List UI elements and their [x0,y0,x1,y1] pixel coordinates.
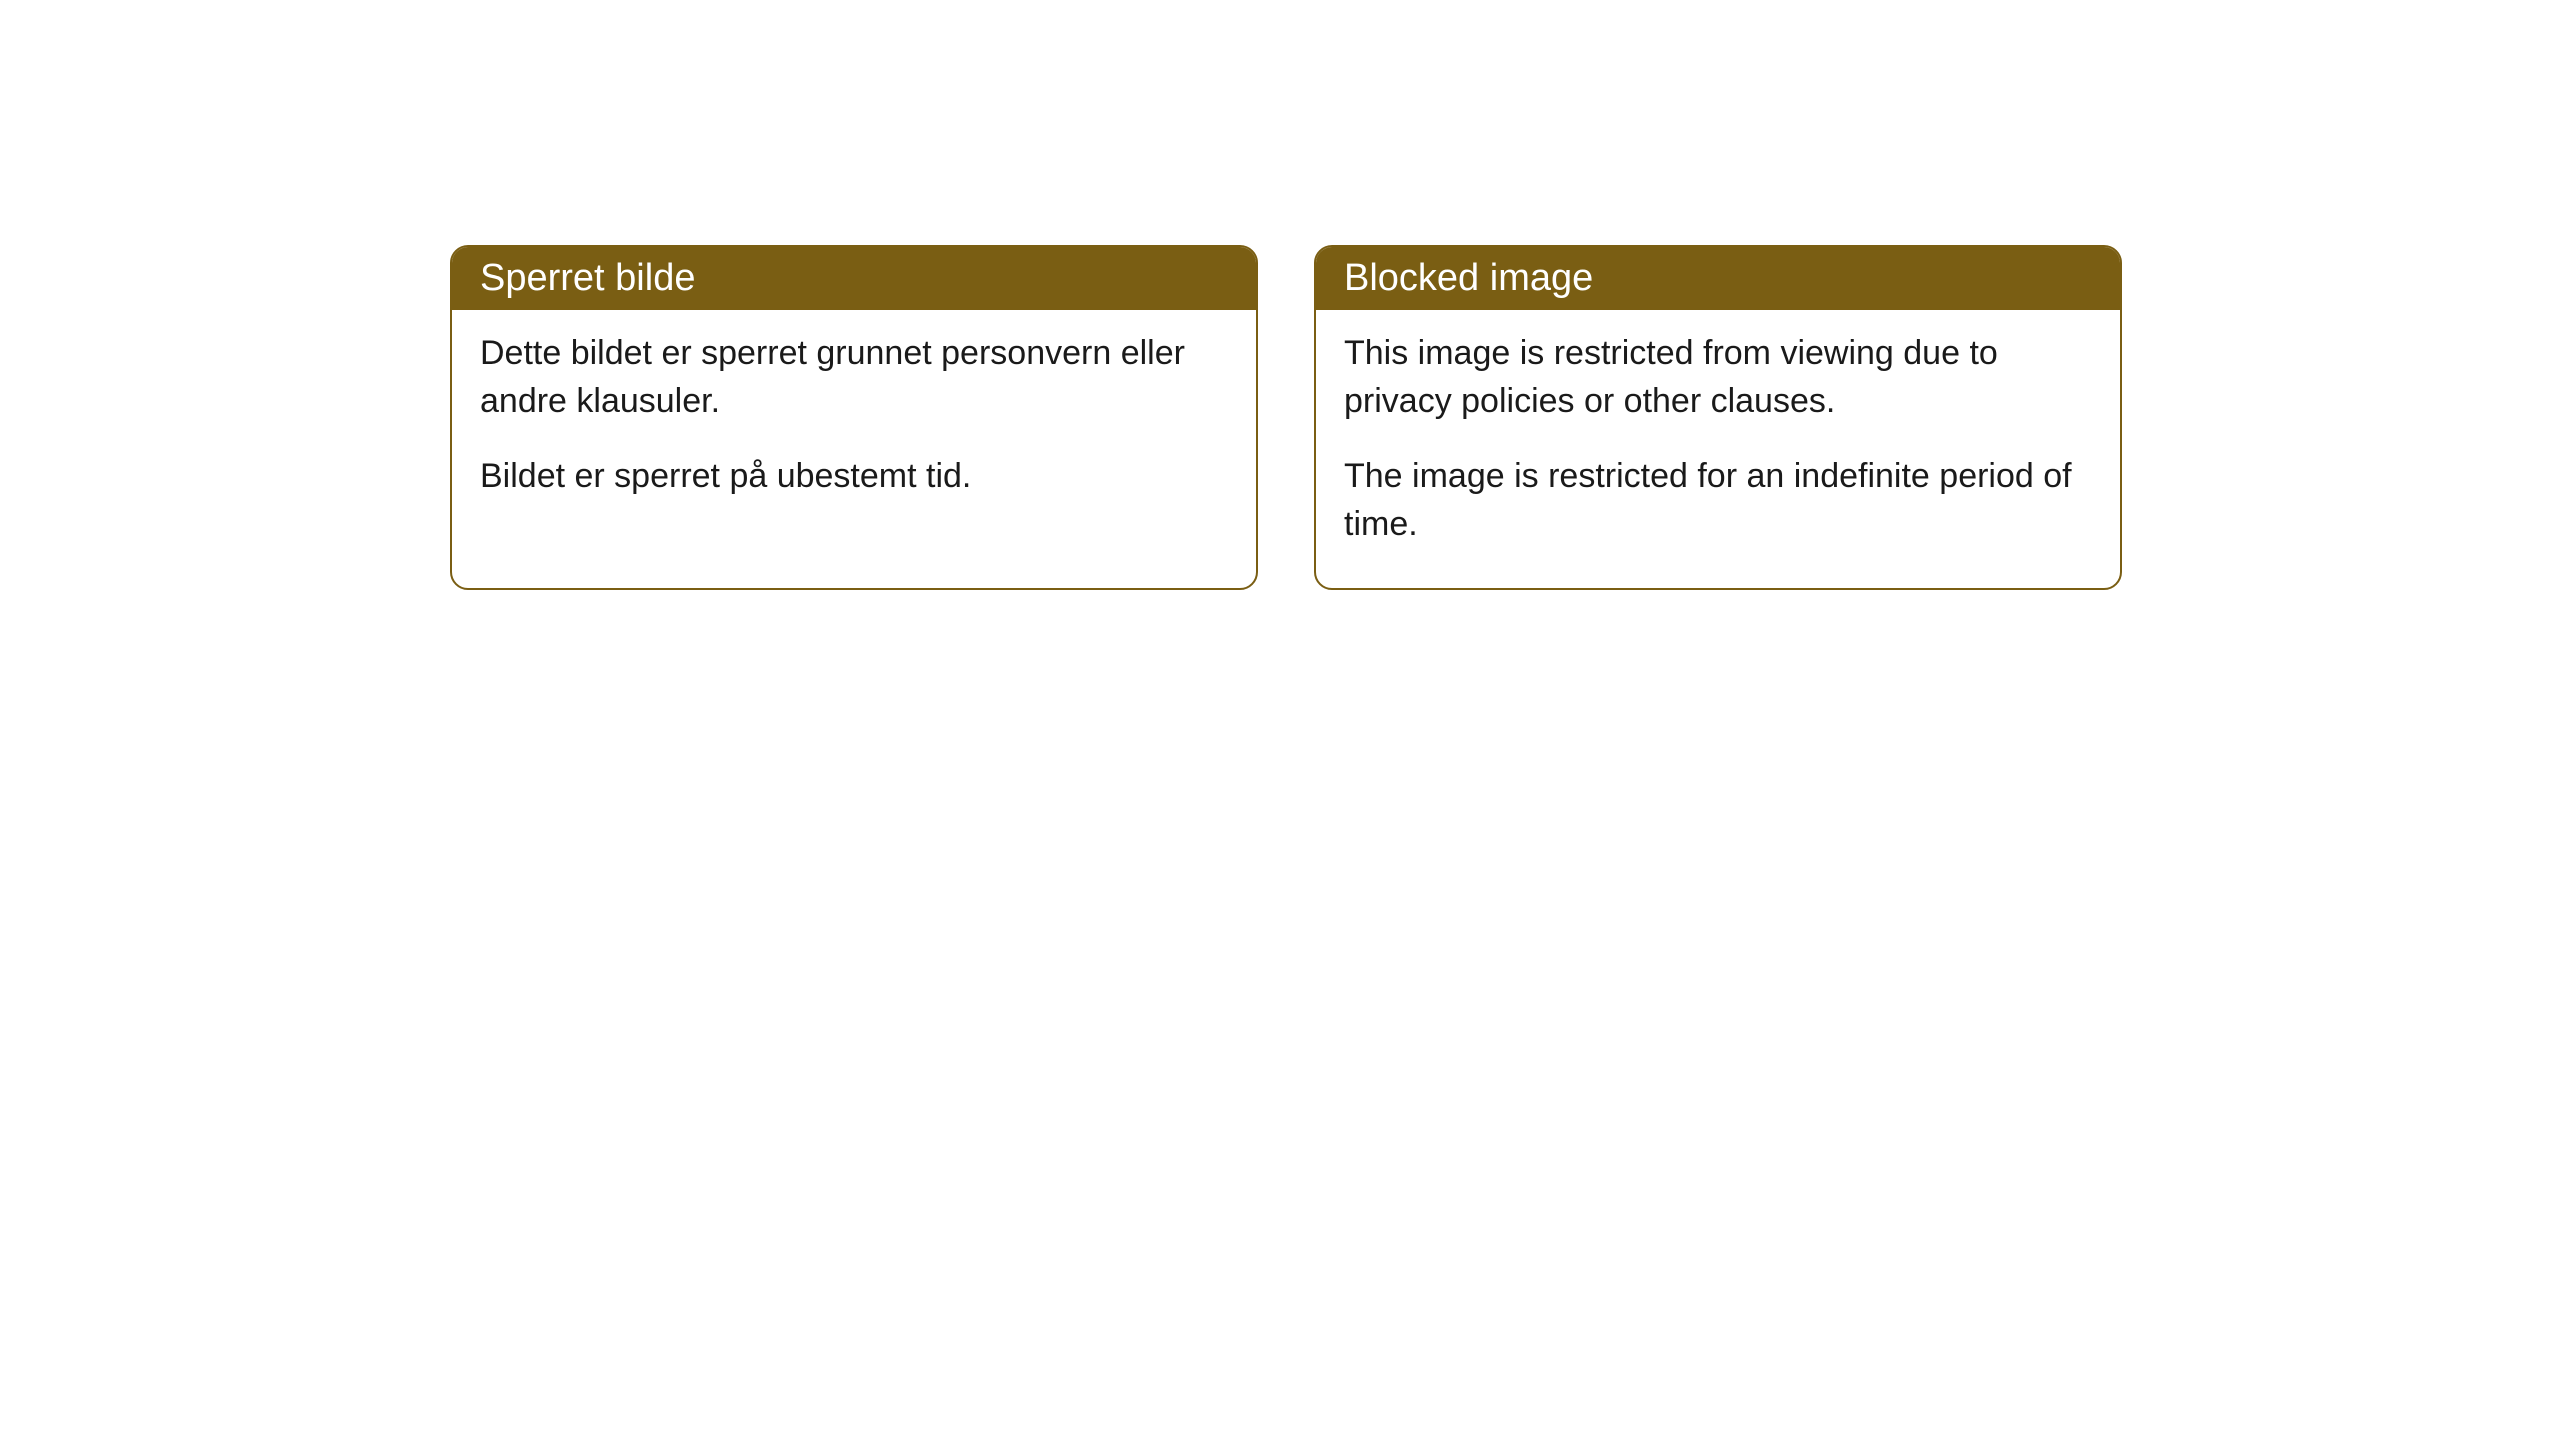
card-header-norwegian: Sperret bilde [452,247,1256,310]
cards-container: Sperret bilde Dette bildet er sperret gr… [450,245,2122,590]
card-header-english: Blocked image [1316,247,2120,310]
card-body-norwegian: Dette bildet er sperret grunnet personve… [452,310,1256,541]
blocked-image-card-norwegian: Sperret bilde Dette bildet er sperret gr… [450,245,1258,590]
card-paragraph-1-norwegian: Dette bildet er sperret grunnet personve… [480,330,1228,425]
card-paragraph-1-english: This image is restricted from viewing du… [1344,330,2092,425]
card-body-english: This image is restricted from viewing du… [1316,310,2120,588]
blocked-image-card-english: Blocked image This image is restricted f… [1314,245,2122,590]
card-paragraph-2-english: The image is restricted for an indefinit… [1344,453,2092,548]
card-paragraph-2-norwegian: Bildet er sperret på ubestemt tid. [480,453,1228,501]
